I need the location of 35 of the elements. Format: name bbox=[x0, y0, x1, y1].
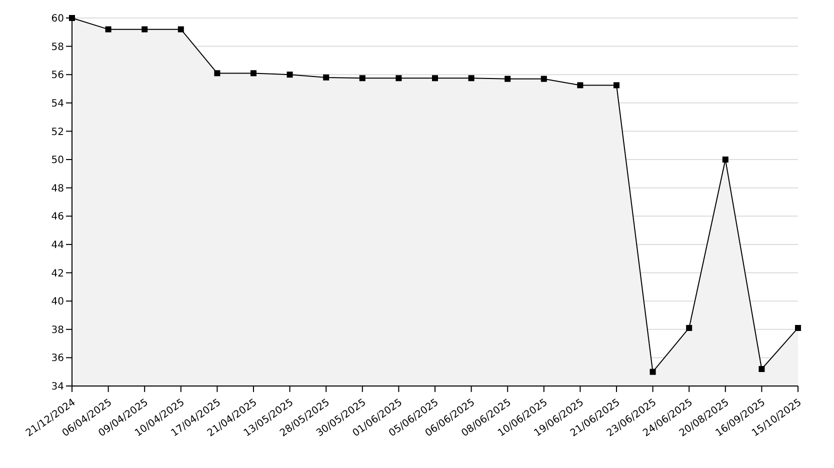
y-tick-label: 58 bbox=[51, 42, 64, 53]
point bbox=[142, 26, 148, 32]
y-tick-label: 46 bbox=[51, 212, 64, 223]
point bbox=[396, 75, 402, 82]
y-tick-label: 38 bbox=[51, 324, 64, 336]
point bbox=[214, 70, 220, 76]
point bbox=[722, 156, 728, 163]
point bbox=[614, 82, 620, 88]
y-tick-label: 48 bbox=[51, 183, 64, 194]
point bbox=[540, 76, 547, 82]
y-tick-label: 50 bbox=[51, 155, 64, 166]
y-tick-label: 34 bbox=[51, 382, 64, 393]
y-tick-label: 36 bbox=[51, 353, 64, 364]
y-tick-label: 56 bbox=[51, 70, 64, 82]
point bbox=[286, 72, 293, 78]
point bbox=[577, 82, 584, 88]
y-tick-label: 40 bbox=[51, 296, 64, 308]
point bbox=[686, 324, 692, 331]
point bbox=[105, 26, 112, 32]
point bbox=[178, 26, 184, 32]
y-tick-label: 54 bbox=[51, 98, 64, 110]
y-tick-label: 44 bbox=[51, 240, 64, 252]
point bbox=[359, 75, 366, 82]
y-tick-label: 52 bbox=[51, 126, 64, 138]
point bbox=[504, 76, 511, 82]
point bbox=[250, 70, 256, 76]
point bbox=[432, 75, 438, 82]
y-tick-label: 60 bbox=[51, 14, 64, 25]
point bbox=[69, 15, 75, 21]
point bbox=[795, 324, 801, 331]
point bbox=[758, 366, 765, 372]
point bbox=[650, 368, 656, 375]
y-tick-label: 42 bbox=[51, 268, 64, 280]
point bbox=[468, 75, 474, 82]
point bbox=[323, 74, 330, 80]
